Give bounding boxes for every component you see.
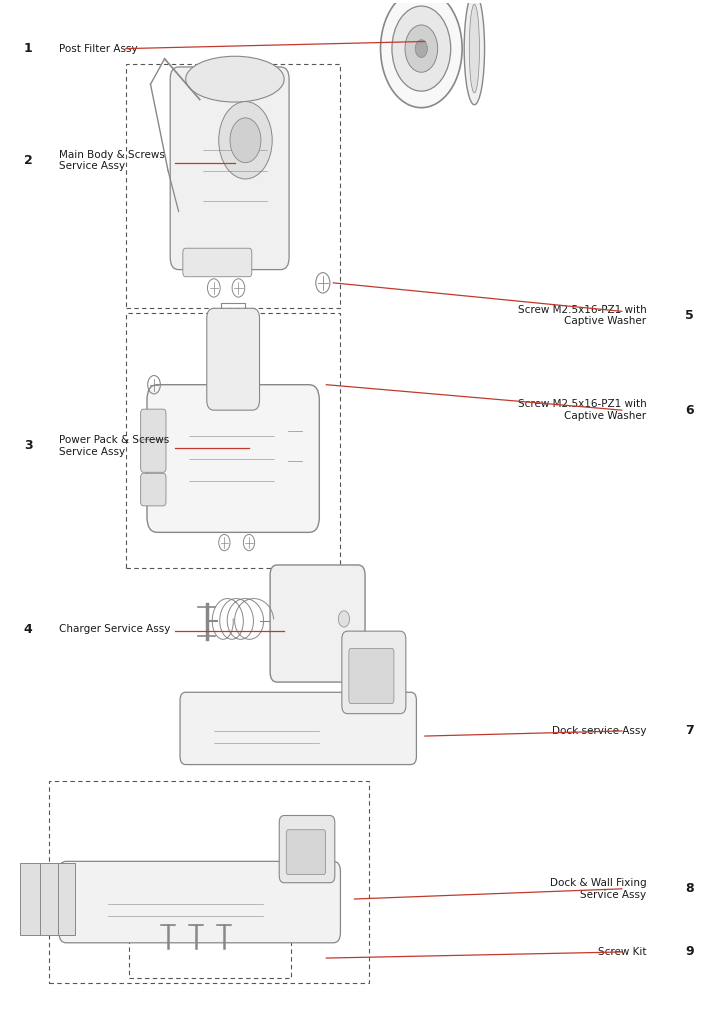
Text: 7: 7: [685, 724, 694, 737]
FancyBboxPatch shape: [342, 631, 406, 714]
Text: Post Filter Assy: Post Filter Assy: [59, 44, 138, 53]
Circle shape: [405, 25, 437, 73]
Polygon shape: [38, 863, 57, 935]
FancyBboxPatch shape: [183, 248, 252, 276]
Text: 3: 3: [24, 439, 33, 453]
Bar: [126, 313, 340, 568]
Text: 2: 2: [24, 155, 33, 167]
Text: Main Body & Screws
Service Assy: Main Body & Screws Service Assy: [59, 150, 165, 171]
Ellipse shape: [186, 56, 284, 102]
FancyBboxPatch shape: [59, 861, 340, 943]
Text: 9: 9: [685, 945, 693, 958]
Circle shape: [381, 0, 462, 108]
Text: Charger Service Assy: Charger Service Assy: [59, 624, 170, 634]
FancyBboxPatch shape: [349, 648, 394, 703]
FancyBboxPatch shape: [140, 410, 166, 441]
Circle shape: [219, 101, 272, 179]
FancyBboxPatch shape: [170, 67, 289, 269]
Ellipse shape: [464, 0, 484, 104]
Polygon shape: [21, 863, 40, 935]
Text: 8: 8: [685, 883, 693, 895]
Text: 5: 5: [685, 309, 694, 322]
FancyBboxPatch shape: [180, 692, 416, 765]
FancyBboxPatch shape: [286, 829, 325, 874]
Text: Screw M2.5x16-PZ1 with
Captive Washer: Screw M2.5x16-PZ1 with Captive Washer: [518, 305, 647, 327]
Ellipse shape: [469, 4, 479, 93]
FancyBboxPatch shape: [147, 385, 319, 532]
Circle shape: [415, 40, 428, 57]
Text: Screw Kit: Screw Kit: [598, 947, 647, 957]
Circle shape: [338, 610, 350, 627]
Bar: [48, 781, 369, 982]
Text: 1: 1: [24, 42, 33, 55]
Circle shape: [230, 118, 261, 163]
FancyBboxPatch shape: [140, 473, 166, 506]
Text: 6: 6: [685, 403, 693, 417]
FancyBboxPatch shape: [270, 565, 365, 682]
FancyBboxPatch shape: [140, 439, 166, 472]
FancyBboxPatch shape: [279, 815, 335, 883]
Polygon shape: [55, 863, 75, 935]
Bar: [130, 895, 291, 979]
Text: Power Pack & Screws
Service Assy: Power Pack & Screws Service Assy: [59, 435, 169, 457]
Text: Dock & Wall Fixing
Service Assy: Dock & Wall Fixing Service Assy: [549, 878, 647, 900]
Text: Screw M2.5x16-PZ1 with
Captive Washer: Screw M2.5x16-PZ1 with Captive Washer: [518, 399, 647, 421]
Text: Dock service Assy: Dock service Assy: [552, 726, 647, 736]
FancyBboxPatch shape: [207, 308, 259, 411]
Circle shape: [392, 6, 451, 91]
Text: 4: 4: [24, 623, 33, 636]
Bar: [126, 63, 340, 308]
